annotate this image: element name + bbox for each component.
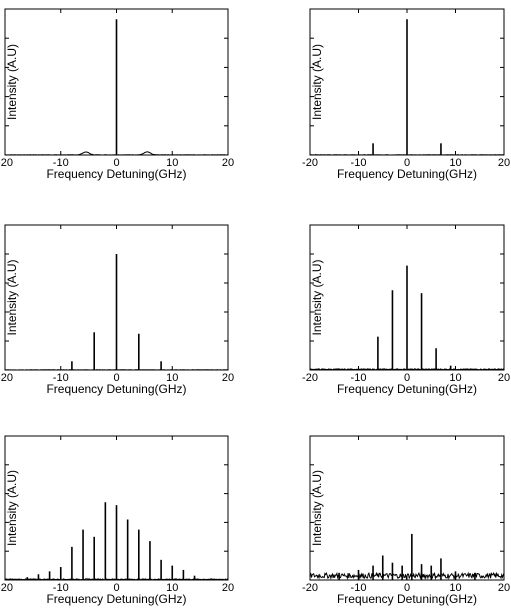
plot-frame <box>309 435 505 581</box>
x-tick-label: 0 <box>404 582 410 594</box>
x-tick-label: -10 <box>351 372 367 384</box>
y-axis-label: Intensity (A.U) <box>5 259 19 335</box>
x-axis-label: Frequency Detuning(GHz) <box>337 592 477 606</box>
x-tick-label: -20 <box>302 157 318 169</box>
x-tick-label: 10 <box>449 372 461 384</box>
panel-6: -20 -10 0 10 20 Frequency Detuning(GHz) Intens… <box>302 435 510 606</box>
panel-1: -20 -10 0 10 20 Frequency Detuning(GHz) Intens… <box>0 8 234 181</box>
x-tick-label: -20 <box>302 372 318 384</box>
x-tick-label: -20 <box>0 372 13 384</box>
x-tick-label: 0 <box>404 157 410 169</box>
x-tick-label: -10 <box>53 157 69 169</box>
x-tick-label: -10 <box>351 582 367 594</box>
x-tick-label: 0 <box>404 372 410 384</box>
x-tick-label: 10 <box>166 582 178 594</box>
x-tick-label: 10 <box>166 372 178 384</box>
x-tick-label: -20 <box>0 582 13 594</box>
x-axis-label: Frequency Detuning(GHz) <box>46 167 186 181</box>
y-axis-label: Intensity (A.U) <box>310 470 324 546</box>
x-axis-label: Frequency Detuning(GHz) <box>337 167 477 181</box>
panel-5: -20 -10 0 10 20 Frequency Detuning(GHz) Intens… <box>0 435 234 606</box>
x-tick-label: -10 <box>53 582 69 594</box>
x-axis-label: Frequency Detuning(GHz) <box>46 592 186 606</box>
x-tick-label: 0 <box>113 582 119 594</box>
x-tick-label: 20 <box>222 582 234 594</box>
x-tick-label: 20 <box>222 157 234 169</box>
panel-3: -20 -10 0 10 20 Frequency Detuning(GHz) Intens… <box>0 224 234 396</box>
x-tick-label: -10 <box>53 372 69 384</box>
x-tick-label: 10 <box>166 157 178 169</box>
y-axis-label: Intensity (A.U) <box>5 470 19 546</box>
y-axis-label: Intensity (A.U) <box>310 259 324 335</box>
x-tick-label: 0 <box>113 157 119 169</box>
x-tick-label: 20 <box>222 372 234 384</box>
x-tick-label: 10 <box>449 157 461 169</box>
panel-2: -20 -10 0 10 20 Frequency Detuning(GHz) Intens… <box>302 8 510 181</box>
x-tick-label: 0 <box>113 372 119 384</box>
x-tick-label: 20 <box>498 582 510 594</box>
panel-4: -20 -10 0 10 20 Frequency Detuning(GHz) Intens… <box>302 224 510 396</box>
x-tick-label: 20 <box>498 157 510 169</box>
x-tick-label: -10 <box>351 157 367 169</box>
y-axis-label: Intensity (A.U) <box>310 44 324 120</box>
x-axis-label: Frequency Detuning(GHz) <box>46 382 186 396</box>
x-tick-label: -20 <box>302 582 318 594</box>
y-axis-label: Intensity (A.U) <box>5 44 19 120</box>
x-axis-label: Frequency Detuning(GHz) <box>337 382 477 396</box>
spectrum-trace <box>309 571 505 581</box>
x-tick-label: -20 <box>0 157 13 169</box>
x-tick-label: 10 <box>449 582 461 594</box>
x-tick-label: 20 <box>498 372 510 384</box>
